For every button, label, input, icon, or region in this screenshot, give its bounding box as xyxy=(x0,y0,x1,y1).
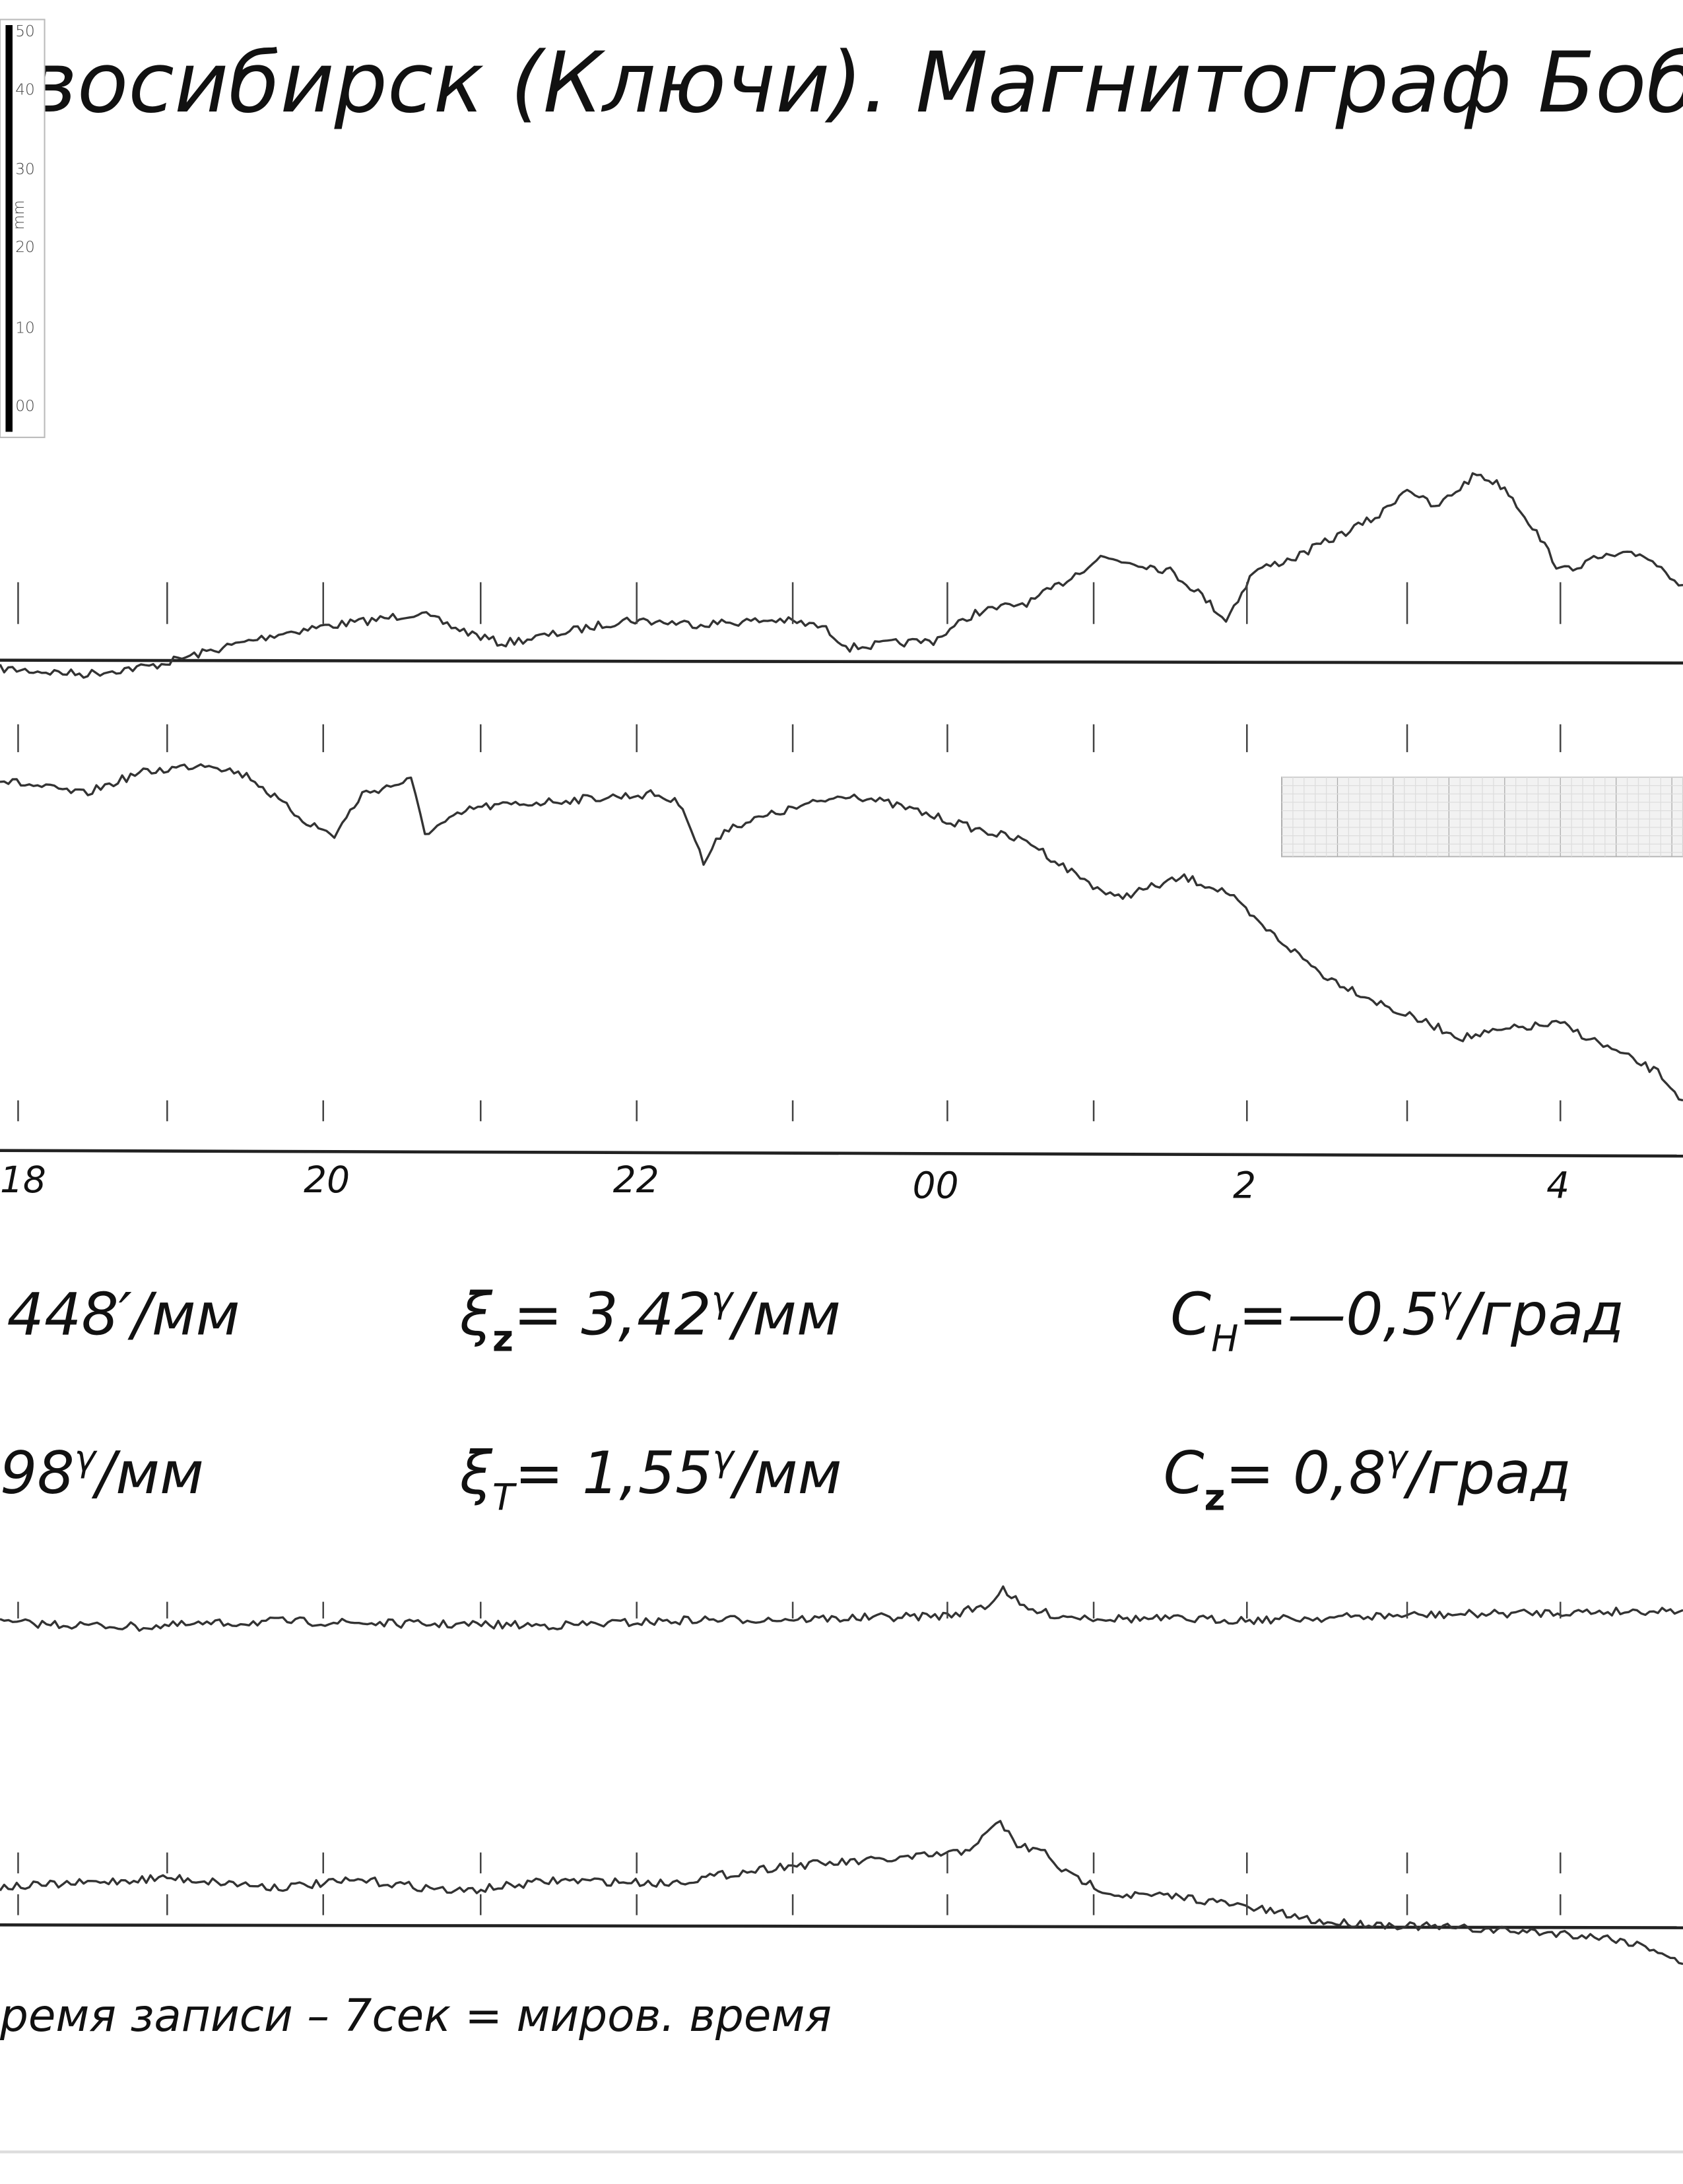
unit-sup: γ xyxy=(1439,1279,1462,1321)
unit-sup: γ xyxy=(711,1279,735,1321)
constant: ξT= 1,55γ/мм xyxy=(459,1437,842,1518)
time-label: 22 xyxy=(613,1159,659,1201)
constant: 98γ/мм xyxy=(0,1437,204,1507)
symbol: C xyxy=(1164,1439,1204,1507)
baseline xyxy=(0,1149,1683,1158)
ruler-bar xyxy=(5,25,13,432)
time-label: 00 xyxy=(913,1164,959,1206)
subscript: z xyxy=(1204,1476,1226,1518)
subscript: z xyxy=(492,1318,513,1360)
subscript: T xyxy=(492,1476,517,1518)
constant: 448′/мм xyxy=(7,1280,240,1348)
ruler-label: 50 xyxy=(15,22,35,40)
value: =—0,5 xyxy=(1238,1280,1439,1348)
value: 98 xyxy=(0,1439,75,1507)
unit: /мм xyxy=(728,1280,841,1348)
unit-sup: γ xyxy=(712,1437,735,1479)
symbol: ξ xyxy=(459,1439,493,1507)
footer-note: ремя записи – 7сек = миров. время xyxy=(0,1989,832,2041)
ruler-unit: mm xyxy=(10,200,28,230)
unit: /град xyxy=(1456,1280,1624,1348)
symbol: C xyxy=(1170,1280,1211,1348)
subscript: H xyxy=(1211,1318,1238,1360)
unit: /мм xyxy=(91,1439,204,1507)
value: = 1,55 xyxy=(515,1439,713,1507)
time-label: 4 xyxy=(1546,1164,1569,1206)
ruler-label: 30 xyxy=(15,160,35,178)
value: = 3,42 xyxy=(513,1280,711,1348)
symbol: ξ xyxy=(459,1280,493,1348)
h-trace xyxy=(0,472,1683,679)
value: = 0,8 xyxy=(1225,1439,1385,1507)
constant: ξz= 3,42γ/мм xyxy=(459,1279,841,1360)
constant: CH=—0,5γ/град xyxy=(1170,1279,1624,1360)
ruler-label: 10 xyxy=(15,319,35,337)
title: восибирск (Ключи). Магнитограф Боброе xyxy=(28,34,1683,131)
scale-ruler: 50 40 30 20 10 00 mm xyxy=(0,18,46,438)
z-trace xyxy=(0,1585,1683,1632)
ruler-label: 40 xyxy=(15,81,35,99)
unit-sup: γ xyxy=(75,1437,98,1479)
unit: /град xyxy=(1402,1439,1571,1507)
time-label: 20 xyxy=(304,1159,350,1201)
time-label: 18 xyxy=(0,1159,46,1201)
unit-sup: γ xyxy=(1386,1437,1409,1479)
constant: Cz= 0,8γ/град xyxy=(1164,1437,1571,1518)
ruler-label: 00 xyxy=(15,397,35,415)
ruler-label: 20 xyxy=(15,238,35,256)
hour-ticks xyxy=(17,582,1562,1915)
baseline xyxy=(0,658,1683,665)
grid-patch xyxy=(1280,776,1683,858)
d-trace xyxy=(0,763,1683,1102)
t-trace xyxy=(0,1820,1683,1966)
time-label: 2 xyxy=(1233,1164,1256,1206)
unit: /мм xyxy=(729,1439,842,1507)
